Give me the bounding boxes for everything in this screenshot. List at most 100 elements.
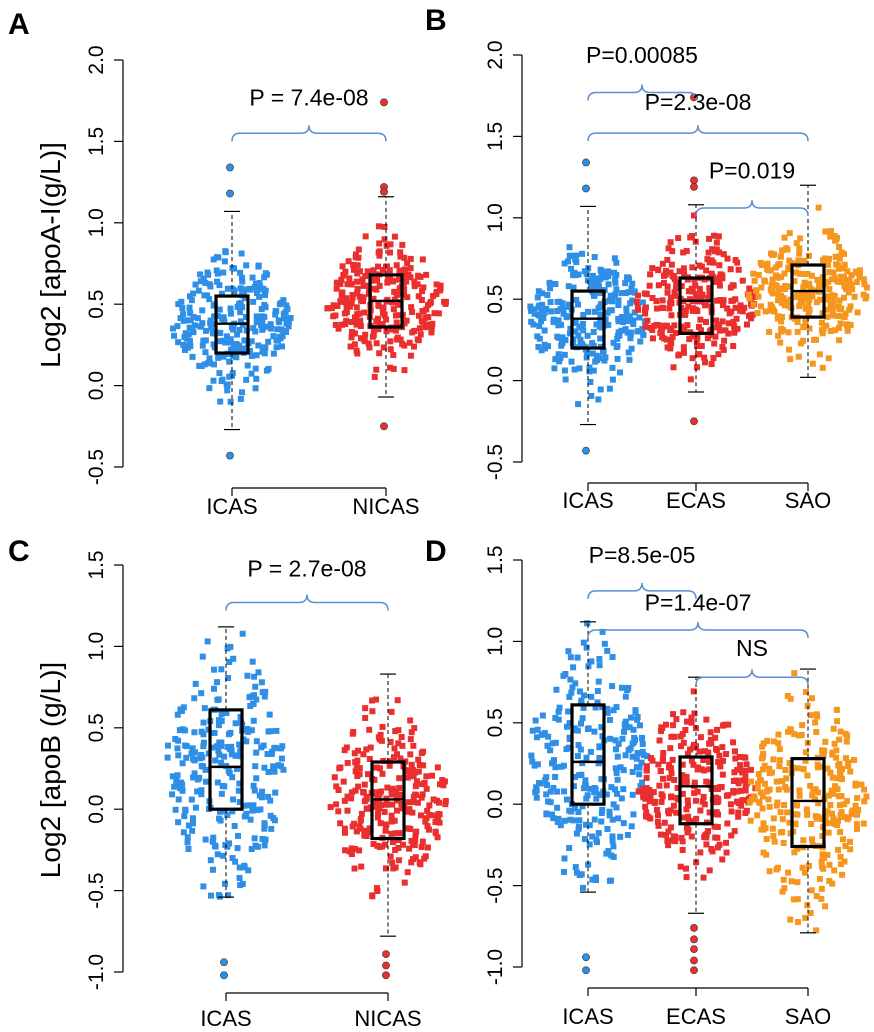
data-point — [719, 318, 726, 325]
data-point — [353, 828, 360, 835]
data-point — [649, 294, 656, 301]
data-point — [343, 309, 350, 316]
data-point — [356, 293, 363, 300]
data-point — [802, 757, 809, 764]
data-point — [724, 305, 731, 312]
data-point — [659, 757, 666, 764]
data-point — [394, 807, 401, 814]
data-point — [661, 819, 668, 826]
data-point — [809, 792, 816, 799]
data-point — [280, 310, 287, 317]
data-point — [376, 805, 383, 812]
data-point — [573, 296, 580, 303]
data-point — [537, 780, 544, 787]
data-point — [692, 282, 699, 289]
data-point — [412, 837, 419, 844]
outlier-point — [382, 961, 390, 970]
group-icas: ICAS — [169, 163, 294, 519]
data-point — [217, 329, 224, 336]
data-point — [826, 269, 833, 276]
data-point — [807, 293, 814, 300]
data-point — [371, 776, 378, 783]
data-point — [701, 354, 708, 361]
data-point — [829, 299, 836, 306]
data-point — [814, 813, 821, 820]
data-point — [680, 249, 687, 256]
data-point — [863, 793, 870, 800]
data-point — [227, 336, 234, 343]
data-point — [360, 294, 367, 301]
data-point — [418, 794, 425, 801]
data-point — [344, 793, 351, 800]
data-point — [760, 826, 767, 833]
data-point — [191, 770, 198, 777]
data-point — [226, 770, 233, 777]
data-point — [566, 736, 573, 743]
data-point — [535, 311, 542, 318]
data-point — [566, 807, 573, 814]
data-point — [354, 773, 361, 780]
data-point — [181, 347, 188, 354]
data-point — [218, 790, 225, 797]
data-point — [830, 269, 837, 276]
data-point — [849, 286, 856, 293]
data-point — [271, 817, 278, 824]
data-point — [584, 792, 591, 799]
data-point — [581, 836, 588, 843]
data-point — [566, 244, 573, 251]
data-point — [214, 679, 221, 686]
data-point — [418, 318, 425, 325]
data-point — [706, 809, 713, 816]
data-point — [781, 885, 788, 892]
data-point — [544, 742, 551, 749]
data-point — [588, 392, 595, 399]
data-point — [632, 709, 639, 715]
data-point — [640, 752, 647, 759]
data-point — [369, 892, 376, 899]
data-point — [611, 269, 618, 276]
data-point — [843, 738, 850, 745]
data-point — [352, 787, 359, 794]
data-point — [829, 305, 836, 312]
data-point — [239, 389, 246, 396]
data-point — [625, 684, 632, 691]
y-tick-label: 2.0 — [85, 45, 108, 74]
data-point — [853, 279, 860, 286]
y-tick-label: 1.0 — [484, 203, 507, 232]
data-point — [703, 267, 710, 274]
data-point — [392, 846, 399, 853]
data-point — [660, 272, 667, 279]
data-point — [172, 806, 179, 813]
data-point — [226, 373, 233, 380]
data-point — [436, 811, 443, 818]
data-point — [568, 265, 575, 272]
data-point — [549, 740, 556, 747]
data-point — [573, 252, 580, 259]
data-point — [352, 315, 359, 322]
data-point — [401, 267, 408, 274]
data-point — [374, 318, 381, 325]
data-point — [366, 726, 373, 733]
data-point — [671, 322, 678, 329]
data-point — [668, 325, 675, 332]
data-point — [825, 355, 832, 362]
data-point — [727, 801, 734, 808]
data-point — [708, 846, 715, 853]
data-point — [200, 739, 207, 746]
data-point — [785, 283, 792, 290]
data-point — [601, 640, 608, 647]
data-point — [592, 358, 599, 365]
data-point — [758, 755, 765, 762]
data-point — [615, 315, 622, 322]
data-point — [250, 717, 257, 724]
data-point — [183, 743, 190, 750]
data-point — [355, 246, 362, 253]
data-point — [253, 696, 260, 703]
data-point — [335, 808, 342, 815]
data-point — [808, 272, 815, 279]
data-point — [211, 320, 218, 327]
data-point — [819, 364, 826, 371]
data-point — [606, 808, 613, 815]
data-point — [751, 277, 758, 284]
data-point — [589, 350, 596, 357]
